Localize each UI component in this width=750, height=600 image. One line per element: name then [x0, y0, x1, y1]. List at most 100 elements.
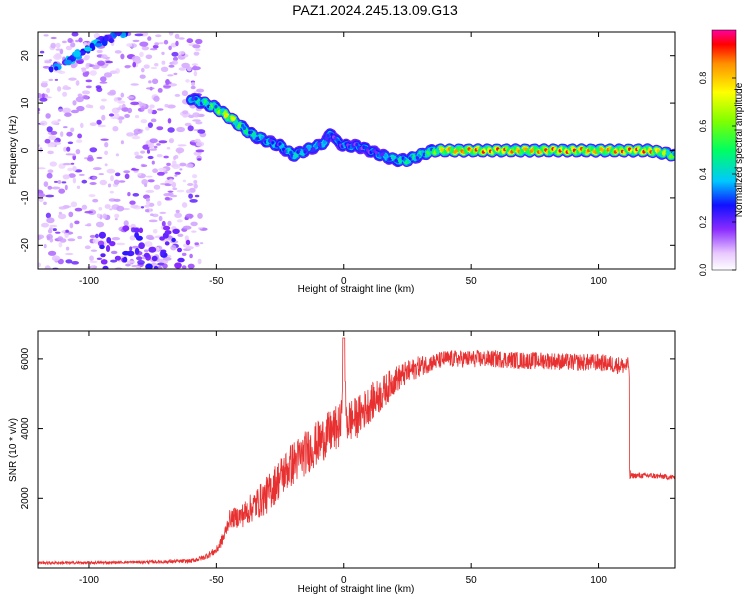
noise-blob — [104, 163, 108, 167]
noise-blob — [175, 147, 185, 154]
snr-series-line — [38, 337, 675, 566]
noise-blob — [45, 212, 52, 219]
noise-blob — [145, 54, 153, 60]
noise-blob — [174, 174, 178, 177]
x-tick-label: -100 — [79, 276, 99, 287]
noise-blob — [171, 60, 178, 65]
snr-x-ticks: -100 -50 0 50 100 — [79, 331, 607, 586]
noise-blob — [98, 173, 105, 176]
noise-blob — [192, 174, 198, 179]
noise-blob — [65, 259, 73, 264]
noise-blob — [64, 112, 72, 117]
noise-blob — [39, 193, 46, 198]
noise-blob — [151, 255, 158, 262]
noise-blob — [92, 238, 100, 244]
noise-blob — [158, 215, 163, 222]
noise-blob — [168, 138, 175, 144]
noise-blob — [190, 221, 198, 227]
noise-blob — [84, 224, 92, 227]
noise-blob — [108, 113, 115, 117]
ridge-cell — [374, 151, 378, 155]
colorbar-tick-label: 0.2 — [698, 216, 708, 229]
noise-blob — [100, 259, 108, 265]
ridge-cell — [294, 152, 298, 157]
noise-blob — [84, 210, 94, 214]
ridge-cell — [323, 140, 327, 144]
noise-blob — [122, 256, 128, 263]
noise-blob — [96, 49, 103, 54]
noise-blob — [175, 209, 180, 214]
noise-blob — [174, 154, 179, 159]
noise-blob — [192, 65, 198, 71]
ridge-cell — [303, 150, 307, 154]
ridge-cell — [223, 111, 227, 115]
noise-blob — [192, 44, 201, 49]
noise-blob — [144, 204, 150, 208]
noise-blob — [152, 229, 158, 234]
noise-blob — [83, 55, 89, 61]
noise-blob — [198, 227, 203, 230]
noise-blob — [194, 242, 199, 246]
ridge-cell — [242, 126, 246, 130]
noise-blob — [147, 108, 153, 114]
noise-blob — [143, 64, 150, 69]
noise-blob — [62, 85, 69, 90]
noise-blob — [85, 104, 92, 109]
noise-blob — [67, 167, 73, 172]
y-tick-label: 10 — [20, 97, 31, 109]
branch-blob — [54, 66, 59, 71]
noise-blob — [175, 40, 179, 47]
noise-blob — [120, 92, 125, 98]
noise-blob — [44, 265, 51, 269]
noise-blob — [114, 255, 121, 261]
noise-blob — [105, 60, 113, 64]
ridge-cell — [280, 144, 284, 149]
noise-blob — [140, 206, 145, 209]
noise-blob — [168, 178, 174, 185]
noise-blob — [120, 140, 124, 145]
noise-blob — [101, 54, 108, 59]
noise-blob — [147, 155, 154, 160]
noise-blob — [195, 149, 205, 153]
noise-blob — [185, 239, 191, 246]
noise-blob — [189, 199, 198, 203]
noise-blob — [195, 121, 203, 125]
noise-blob — [188, 193, 194, 199]
ridge-cell — [225, 114, 229, 118]
noise-blob — [42, 65, 50, 69]
noise-blob — [57, 180, 62, 184]
noise-blob — [185, 163, 194, 168]
noise-blob — [162, 260, 169, 264]
y-tick-label: -10 — [20, 190, 31, 205]
noise-blob — [170, 244, 177, 251]
noise-blob — [193, 51, 200, 56]
noise-blob — [193, 91, 197, 94]
colorbar-gradient — [711, 29, 737, 271]
noise-blob — [148, 143, 155, 149]
noise-blob — [60, 131, 64, 137]
noise-blob — [58, 188, 66, 194]
noise-blob — [133, 227, 140, 233]
noise-blob — [164, 196, 170, 201]
noise-blob — [147, 122, 153, 128]
noise-blob — [160, 66, 169, 73]
noise-blob — [197, 258, 202, 265]
noise-blob — [45, 96, 52, 99]
noise-blob — [92, 65, 100, 70]
ridge-cell — [214, 105, 218, 109]
noise-blob — [182, 179, 187, 183]
noise-blob — [47, 228, 53, 234]
noise-blob — [38, 93, 42, 99]
noise-blob — [43, 181, 49, 188]
noise-blob — [141, 67, 145, 73]
noise-blob — [167, 220, 172, 226]
spectrogram-y-ticks: -20 -10 0 10 20 — [20, 50, 675, 253]
noise-blob — [133, 128, 143, 135]
x-tick-label: -100 — [79, 575, 99, 586]
noise-blob — [126, 43, 133, 47]
noise-blob — [71, 261, 79, 265]
noise-blob — [116, 205, 125, 212]
noise-blob — [150, 67, 158, 69]
spectrogram-y-label: Frequency (Hz) — [8, 116, 19, 185]
noise-blob — [97, 124, 107, 128]
